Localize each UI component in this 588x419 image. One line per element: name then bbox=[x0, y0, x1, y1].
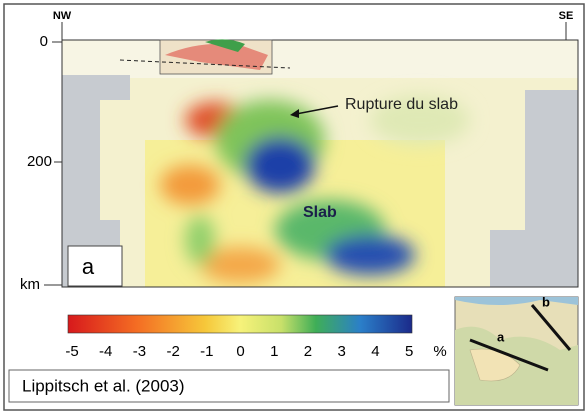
annotation: Slab bbox=[303, 204, 337, 221]
citation-box bbox=[8, 369, 450, 403]
colorbar-tick-label: -5 bbox=[65, 343, 78, 360]
colorbar-tick-label: -4 bbox=[99, 343, 112, 360]
colorbar-tick-label: 3 bbox=[338, 343, 346, 360]
panel-label: a bbox=[82, 254, 95, 279]
geology-unit bbox=[205, 39, 245, 52]
colorbar-tick-label: 2 bbox=[304, 343, 312, 360]
inset-map: a b bbox=[454, 294, 579, 406]
annotation: Rupture du slab bbox=[345, 96, 458, 113]
orientation-label: NW bbox=[53, 10, 72, 22]
inset-label: a bbox=[497, 329, 505, 344]
orientation-label: SE bbox=[559, 10, 574, 22]
dashed-line bbox=[119, 59, 291, 69]
colorbar-tick-label: 4 bbox=[371, 343, 379, 360]
arrow-head bbox=[290, 109, 299, 118]
depth-tick-label: 0 bbox=[40, 33, 48, 50]
depth-tick-label: 200 bbox=[27, 153, 52, 170]
depth-unit: km bbox=[20, 276, 40, 293]
geology-unit bbox=[165, 43, 268, 70]
colorbar-unit: % bbox=[433, 343, 446, 360]
arrow-line bbox=[295, 105, 339, 115]
panel-label-box bbox=[67, 245, 123, 287]
colorbar-tick-label: 5 bbox=[405, 343, 413, 360]
colorbar-tick-label: -1 bbox=[200, 343, 213, 360]
colorbar-tick-label: -2 bbox=[166, 343, 179, 360]
colorbar-tick-label: 0 bbox=[236, 343, 244, 360]
tomography-section bbox=[62, 40, 578, 287]
colorbar-tick-label: -3 bbox=[133, 343, 146, 360]
panel-border bbox=[61, 39, 579, 288]
colorbar bbox=[67, 314, 413, 334]
colorbar-tick-label: 1 bbox=[270, 343, 278, 360]
inset-label: b bbox=[542, 294, 550, 309]
citation: Lippitsch et al. (2003) bbox=[22, 376, 185, 395]
